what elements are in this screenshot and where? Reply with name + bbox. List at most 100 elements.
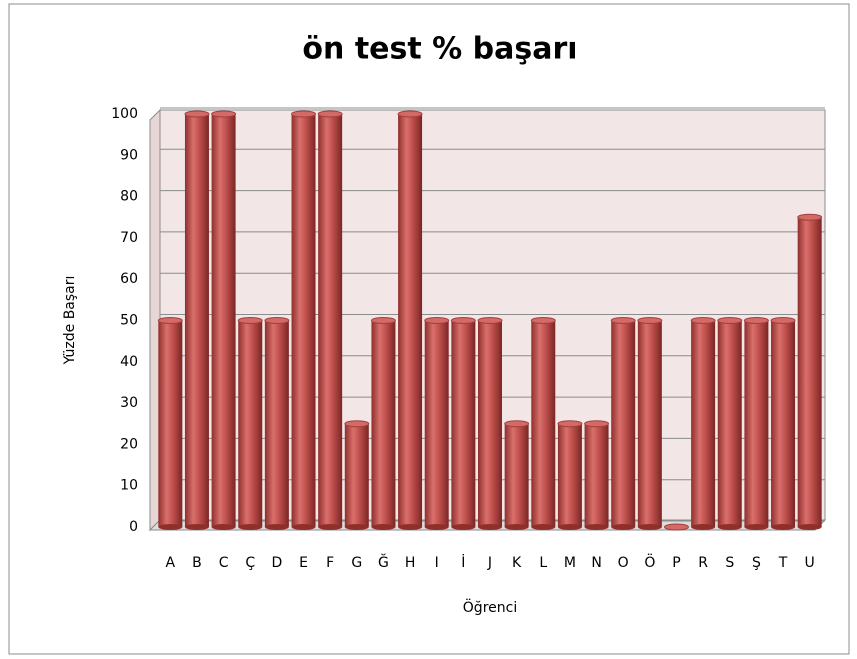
x-tick-label: A — [166, 555, 176, 571]
bar-base — [478, 524, 502, 530]
bar-top — [504, 420, 530, 428]
y-tick-label: 20 — [120, 436, 138, 452]
bar-top — [344, 420, 370, 428]
x-tick-label: B — [192, 555, 202, 571]
y-tick-label: 10 — [120, 478, 138, 494]
bar-base — [371, 524, 396, 530]
bar — [451, 320, 476, 527]
bar — [584, 423, 609, 527]
bar-base — [717, 524, 742, 530]
bar-base — [584, 524, 609, 530]
bar — [211, 114, 236, 527]
x-tick-label: Ş — [752, 555, 761, 571]
bar-top — [424, 317, 450, 324]
bar-base — [531, 524, 556, 530]
bar-top — [397, 110, 423, 118]
x-tick-label: C — [219, 555, 229, 571]
bar — [744, 320, 769, 527]
bar-base — [318, 524, 343, 530]
bar-base — [451, 524, 476, 530]
bar-base — [744, 524, 769, 530]
bar-base — [264, 524, 289, 530]
y-tick-label: 40 — [120, 354, 138, 370]
bar — [184, 114, 209, 527]
bar-top — [370, 317, 396, 324]
x-tick-label: Ğ — [378, 553, 389, 571]
bar-base — [158, 524, 183, 530]
bar — [344, 423, 369, 527]
bar-top — [477, 317, 503, 324]
bar — [717, 320, 742, 527]
bar — [504, 423, 529, 527]
bar-top — [157, 317, 183, 324]
y-tick-label: 50 — [120, 313, 138, 329]
bar-base — [504, 524, 529, 530]
bar-top — [557, 420, 583, 428]
bar-base — [424, 524, 449, 530]
x-tick-label: G — [351, 555, 362, 571]
y-tick-label: 30 — [120, 395, 138, 411]
bar — [318, 114, 343, 527]
bar-top — [690, 317, 716, 324]
x-tick-label: İ — [461, 553, 465, 571]
y-tick-label: 80 — [120, 189, 138, 205]
y-tick-label: 0 — [129, 519, 138, 535]
x-tick-label: Ç — [245, 555, 255, 571]
bar-top — [211, 110, 237, 118]
x-axis-label: Öğrenci — [463, 598, 517, 616]
bar-base — [398, 524, 423, 530]
y-tick-label: 60 — [120, 271, 138, 287]
bar-base — [184, 524, 209, 530]
bar-base — [637, 524, 662, 530]
bar — [424, 320, 449, 527]
y-tick-label: 100 — [111, 106, 138, 122]
x-tick-label: N — [591, 555, 601, 571]
bar — [637, 320, 662, 527]
bar-base — [344, 524, 369, 530]
x-tick-label: I — [435, 555, 439, 571]
bar-top — [610, 317, 636, 324]
x-tick-label: L — [539, 555, 547, 571]
bar — [238, 320, 263, 527]
x-tick-label: E — [299, 555, 308, 571]
bar-top — [291, 110, 317, 118]
bar-top — [317, 110, 343, 118]
x-tick-label: M — [564, 555, 576, 571]
bar-top — [584, 420, 610, 428]
bar-base — [797, 524, 822, 530]
x-tick-label: T — [778, 555, 788, 571]
y-tick-label: 90 — [120, 147, 138, 163]
bar — [611, 320, 636, 527]
bar — [771, 320, 796, 527]
bar-top — [663, 523, 689, 531]
x-tick-label: S — [725, 555, 734, 571]
bar — [158, 320, 183, 527]
x-tick-label: O — [618, 555, 629, 571]
bar-top — [264, 317, 290, 324]
bar-base — [291, 524, 316, 530]
bar-top — [530, 317, 556, 324]
bar-base — [238, 524, 263, 530]
bar — [557, 423, 582, 527]
bar — [291, 114, 316, 527]
bar-top — [184, 110, 210, 118]
bar — [478, 320, 502, 527]
bar-top — [770, 317, 796, 324]
y-tick-label: 70 — [120, 230, 138, 246]
x-tick-label: H — [405, 555, 416, 571]
x-tick-label: J — [487, 555, 492, 571]
bar — [797, 217, 822, 527]
bar — [398, 114, 423, 527]
bar-base — [691, 524, 716, 530]
x-tick-label: Ö — [644, 553, 655, 571]
bar — [371, 320, 396, 527]
x-tick-label: U — [805, 555, 815, 571]
bar-top — [637, 317, 663, 324]
x-tick-label: F — [326, 555, 334, 571]
bar-base — [557, 524, 582, 530]
bar-base — [771, 524, 796, 530]
bar-base — [611, 524, 636, 530]
y-axis-label: Yüzde Başarı — [62, 276, 78, 366]
